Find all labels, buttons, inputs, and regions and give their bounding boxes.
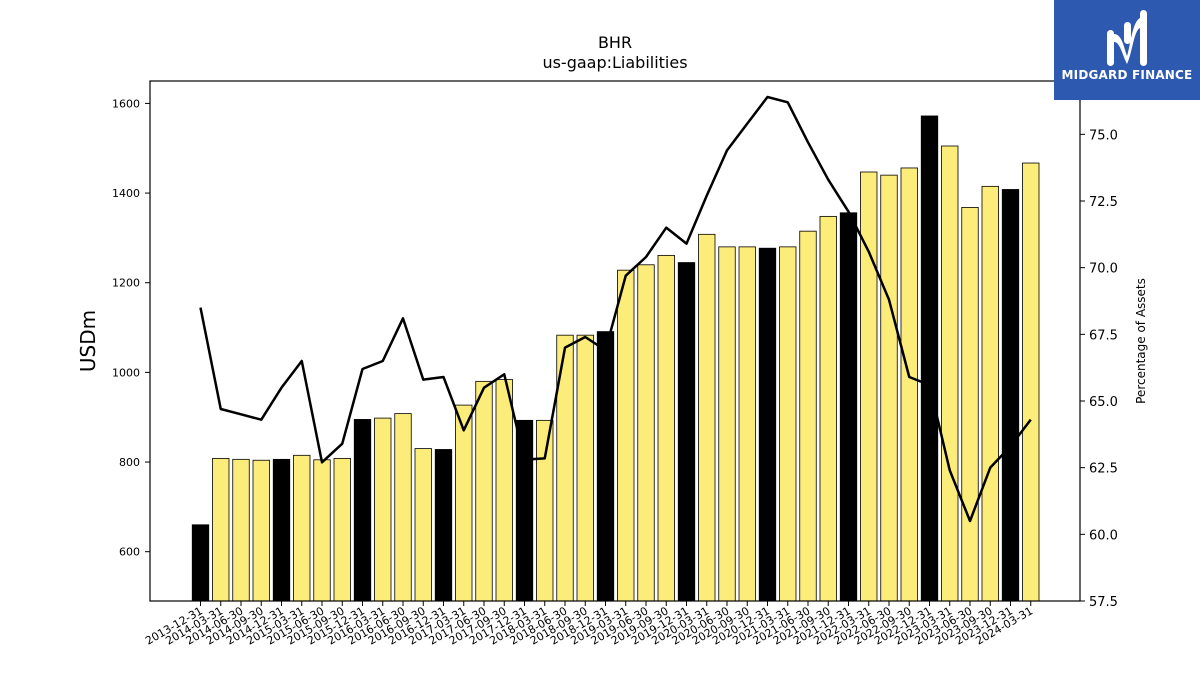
y-tick-label: 1600 <box>112 97 140 110</box>
bar-2017-06-30 <box>475 380 493 602</box>
brand-name: MIDGARD FINANCE <box>1061 68 1193 82</box>
y2-tick-label: 60.0 <box>1089 528 1118 543</box>
y-tick-label: 1200 <box>112 277 140 290</box>
bar-2021-03-31 <box>779 246 797 602</box>
y2-tick-label: 70.0 <box>1089 262 1118 277</box>
bar-2018-03-31 <box>536 419 554 602</box>
bar-2013-12-31 <box>191 524 210 602</box>
bar-2023-12-31 <box>1001 189 1020 602</box>
bar-2016-09-30 <box>414 448 432 602</box>
bar-2015-03-31 <box>293 454 311 602</box>
y-tick-label: 1000 <box>112 366 140 379</box>
y2-tick-label: 67.5 <box>1089 328 1118 343</box>
y2-axis-label: Percentage of Assets <box>1134 278 1148 404</box>
line-layer <box>199 95 1032 523</box>
pct-assets-line <box>199 95 1032 523</box>
bar-2016-03-31 <box>374 417 392 602</box>
logo-mark-icon <box>1107 10 1147 66</box>
y-tick-label: 1400 <box>112 187 140 200</box>
bars-layer <box>191 115 1040 602</box>
bar-2020-12-31 <box>758 247 777 602</box>
bar-2018-12-31 <box>596 331 615 602</box>
bar-2017-09-30 <box>495 379 513 602</box>
y2-tick-label: 65.0 <box>1089 395 1118 410</box>
y2-tick-label: 75.0 <box>1089 128 1118 143</box>
y2-tick-label: 57.5 <box>1089 595 1118 610</box>
bar-2014-09-30 <box>252 459 270 602</box>
bar-2020-09-30 <box>738 246 756 602</box>
bar-2023-03-31 <box>941 145 959 602</box>
y2-tick-label: 72.5 <box>1089 195 1118 210</box>
bar-2020-06-30 <box>718 246 736 602</box>
bar-2022-12-31 <box>920 115 939 602</box>
brand-logo: MIDGARD FINANCE <box>1054 0 1200 100</box>
bar-2018-09-30 <box>576 334 594 602</box>
bar-2022-03-31 <box>860 171 878 602</box>
axes-layer: 600 800 1000 1200 1400 1600 57.5 60.0 62.5 65.0 67… <box>112 80 1118 648</box>
y-tick-label: 800 <box>119 456 140 469</box>
bar-2015-09-30 <box>333 458 351 602</box>
bar-2016-06-30 <box>394 413 412 602</box>
bar-2021-12-31 <box>839 212 858 602</box>
bar-2023-06-30 <box>961 207 979 602</box>
bar-2022-09-30 <box>900 167 918 602</box>
bar-2021-09-30 <box>819 215 837 602</box>
bar-2015-12-31 <box>353 419 372 602</box>
y-tick-label: 600 <box>119 546 140 559</box>
bar-2022-06-30 <box>880 174 898 602</box>
plot-frame <box>149 80 1081 602</box>
chart-title: BHR <box>598 33 632 52</box>
bar-2017-03-31 <box>455 404 473 602</box>
y2-tick-label: 62.5 <box>1089 462 1118 477</box>
chart-subtitle: us-gaap:Liabilities <box>542 53 687 72</box>
bar-2019-06-30 <box>637 264 655 602</box>
bar-2019-03-31 <box>617 269 635 602</box>
bar-2019-12-31 <box>677 262 696 602</box>
y-axis-label: USDm <box>76 310 100 372</box>
bar-2024-03-31 <box>1022 162 1040 602</box>
bar-2021-06-30 <box>799 230 817 602</box>
bar-2014-03-31 <box>212 458 230 602</box>
bar-2016-12-31 <box>434 449 453 602</box>
bar-2014-12-31 <box>272 458 291 602</box>
bar-2017-12-31 <box>515 419 534 602</box>
bar-2014-06-30 <box>232 458 250 602</box>
bar-2015-06-30 <box>313 459 331 602</box>
bar-2020-03-31 <box>698 233 716 602</box>
bar-2019-09-30 <box>657 254 675 602</box>
bar-2023-09-30 <box>981 185 999 602</box>
